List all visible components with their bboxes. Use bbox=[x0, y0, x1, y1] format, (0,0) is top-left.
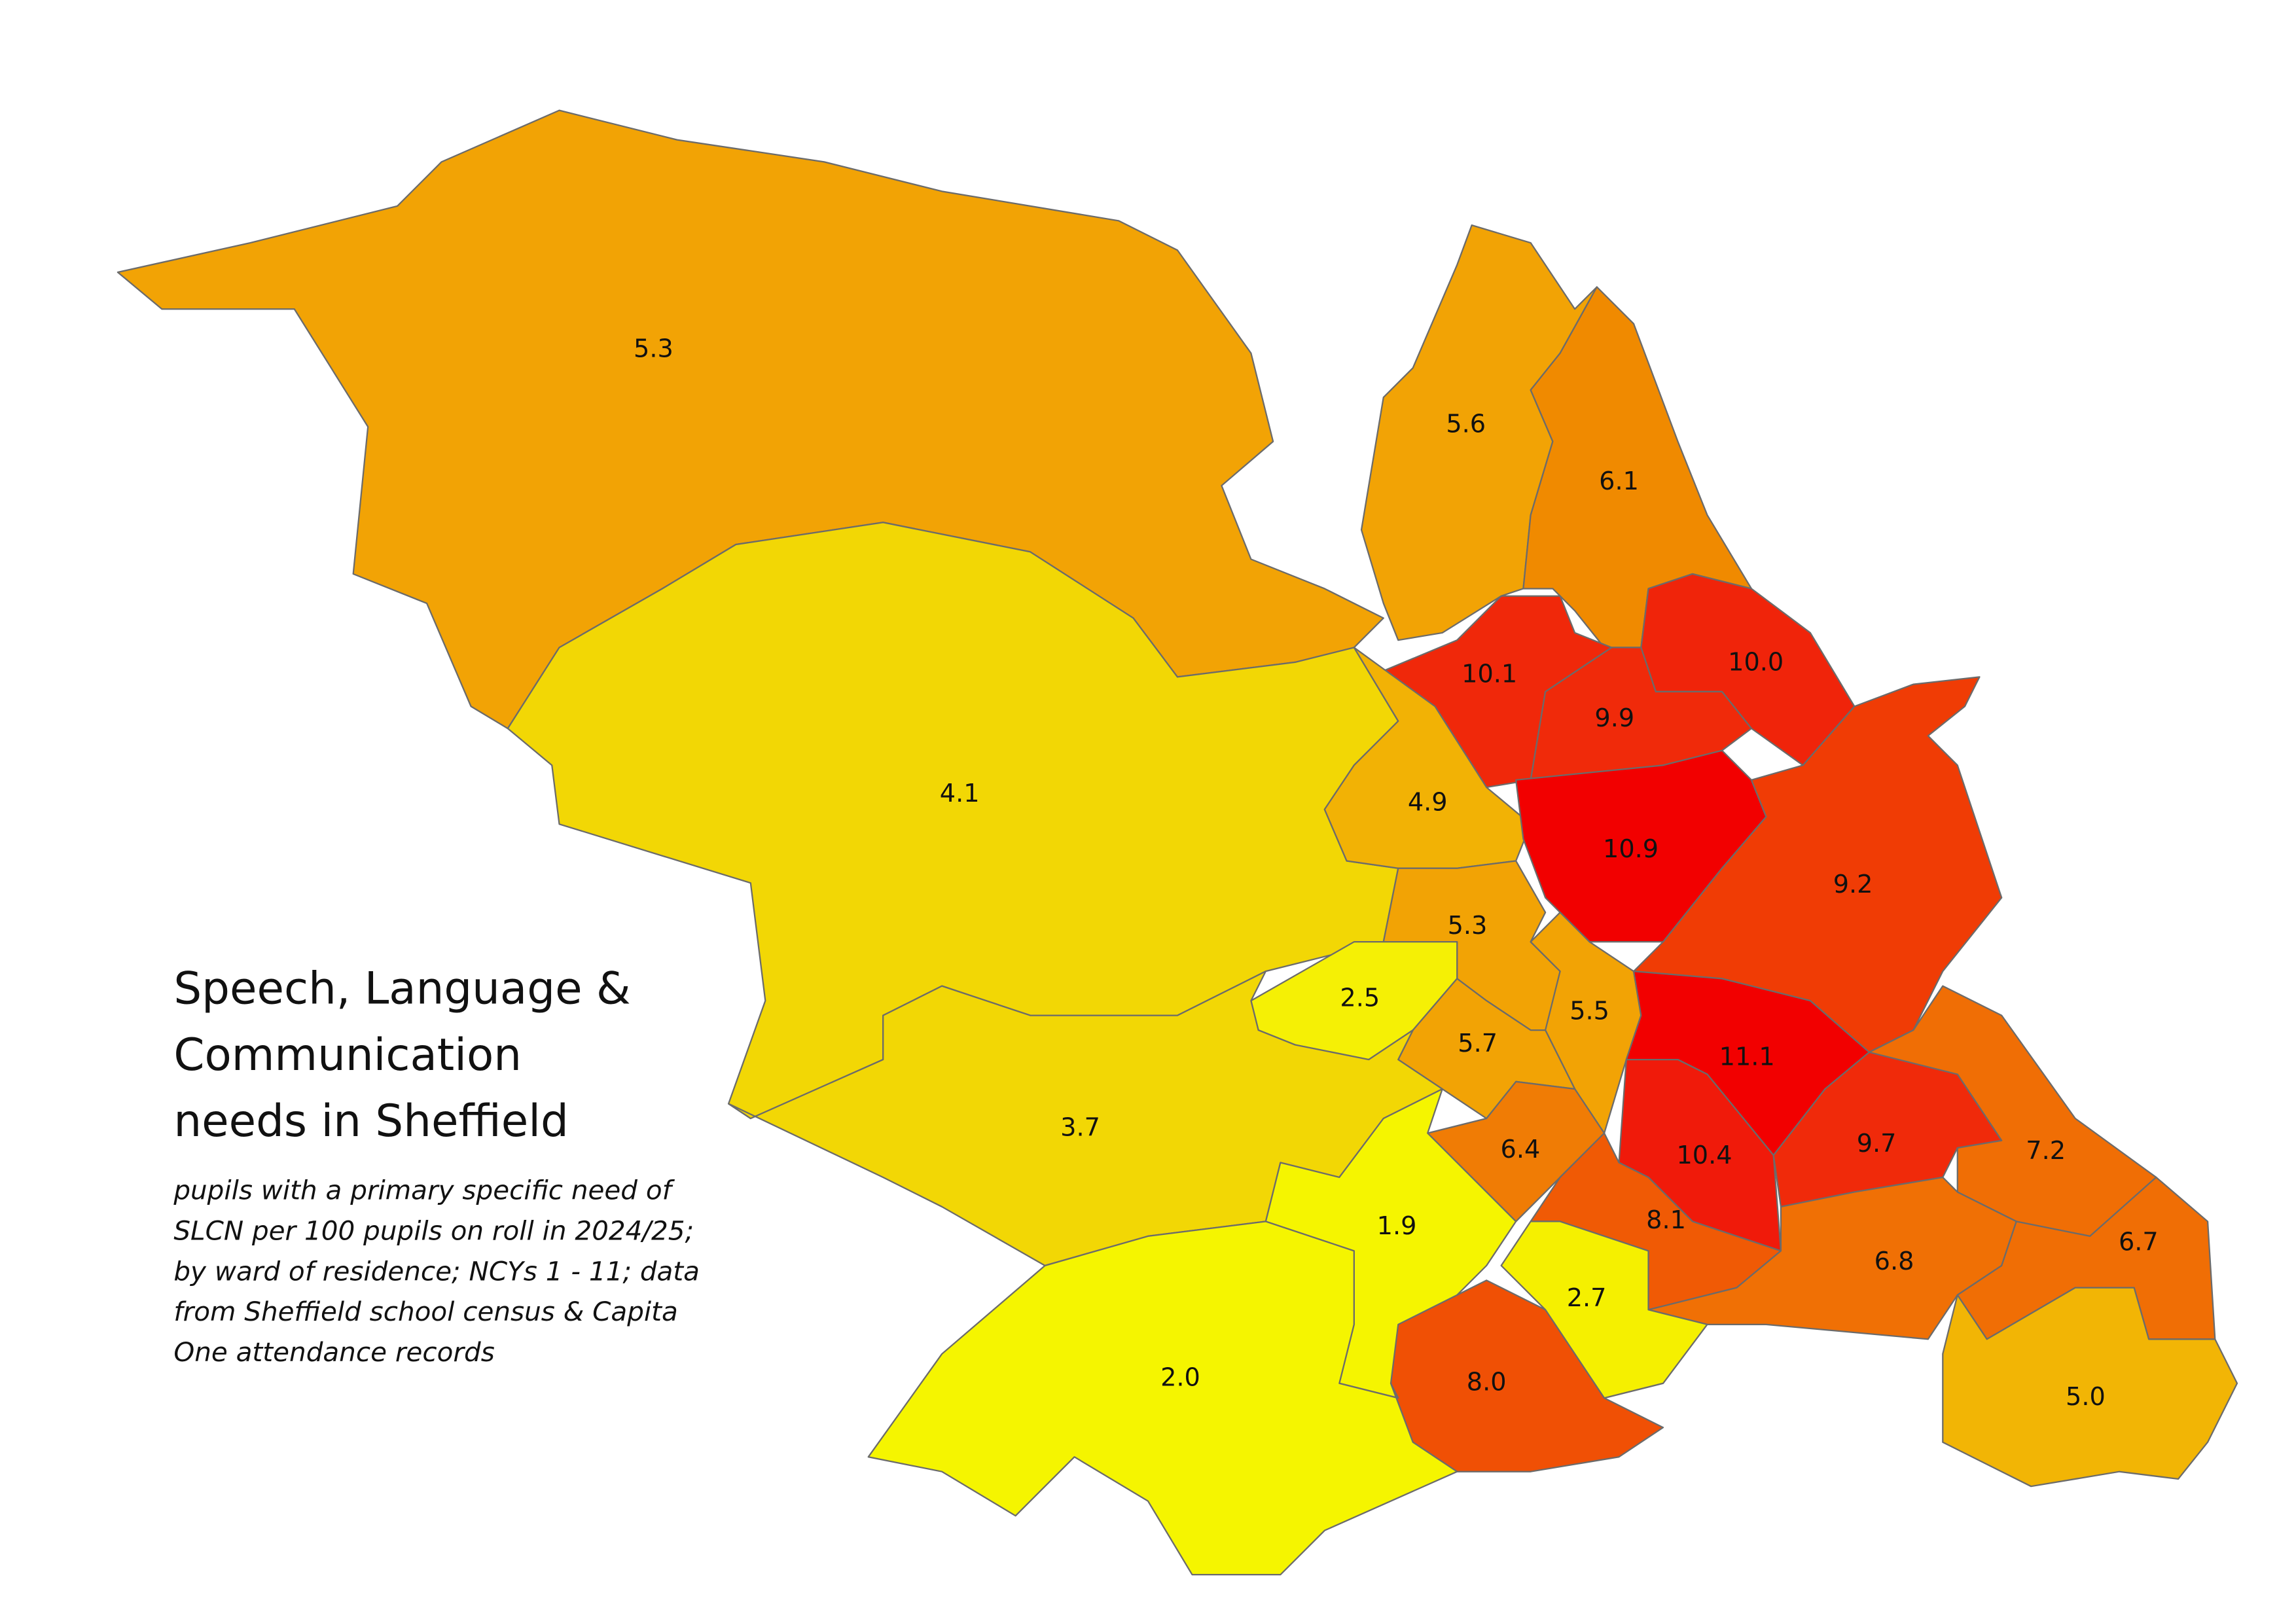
map-layer: 5.3 5.6 6.1 10.1 10.0 9.9 4.1 4.9 10.9 9.2 5.3 2.5 5… bbox=[117, 109, 2238, 1576]
ward-value: 1.9 bbox=[1377, 1212, 1417, 1241]
ward-value: 10.4 bbox=[1676, 1141, 1732, 1170]
ward-value: 5.3 bbox=[634, 335, 673, 364]
ward bbox=[1942, 1287, 2238, 1488]
ward-value: 8.1 bbox=[1646, 1206, 1686, 1235]
ward-value: 5.3 bbox=[1448, 912, 1488, 940]
ward-value: 10.1 bbox=[1462, 660, 1517, 689]
title-line: needs in Sheffield bbox=[173, 1095, 568, 1147]
ward bbox=[1632, 676, 2003, 1053]
ward-value: 2.7 bbox=[1567, 1284, 1607, 1313]
ward-value: 4.1 bbox=[940, 779, 980, 808]
ward-value: 2.5 bbox=[1340, 984, 1380, 1012]
ward bbox=[1647, 1176, 2017, 1340]
ward-value: 8.0 bbox=[1467, 1368, 1507, 1397]
ward-value: 7.2 bbox=[2026, 1137, 2066, 1166]
ward-value: 6.4 bbox=[1501, 1135, 1541, 1164]
subtitle-line: pupils with a primary specific need of bbox=[173, 1175, 675, 1206]
ward-value: 6.1 bbox=[1599, 467, 1639, 496]
ward-value: 11.1 bbox=[1719, 1043, 1775, 1071]
ward-value: 2.0 bbox=[1160, 1364, 1200, 1393]
ward-value: 9.7 bbox=[1857, 1130, 1897, 1158]
ward-value: 5.0 bbox=[2066, 1383, 2106, 1412]
ward-value: 5.5 bbox=[1570, 997, 1609, 1026]
title-line: Speech, Language & bbox=[173, 963, 630, 1014]
ward-value: 6.8 bbox=[1874, 1247, 1914, 1276]
subtitle-line: One attendance records bbox=[173, 1336, 494, 1368]
subtitle-line: by ward of residence; NCYs 1 - 11; data bbox=[173, 1255, 700, 1287]
ward bbox=[867, 1221, 1458, 1576]
ward-value: 3.7 bbox=[1060, 1113, 1100, 1142]
ward-value: 4.9 bbox=[1408, 788, 1448, 817]
title-line: Communication bbox=[173, 1029, 522, 1080]
subtitle-line: from Sheffield school census & Capita bbox=[173, 1296, 677, 1327]
ward-value: 5.6 bbox=[1446, 410, 1486, 438]
ward-value: 10.9 bbox=[1603, 835, 1659, 864]
ward-value: 6.7 bbox=[2119, 1228, 2159, 1257]
ward-labels: 5.3 5.6 6.1 10.1 10.0 9.9 4.1 4.9 10.9 9.2 5.3 2.5 5… bbox=[634, 335, 2159, 1412]
ward-value: 5.7 bbox=[1458, 1029, 1498, 1058]
ward-value: 9.9 bbox=[1594, 704, 1634, 733]
wards bbox=[117, 109, 2238, 1576]
ward-value: 10.0 bbox=[1728, 649, 1784, 677]
ward bbox=[1500, 1221, 1708, 1399]
ward-value: 9.2 bbox=[1833, 870, 1873, 899]
subtitle-line: SLCN per 100 pupils on roll in 2024/25; bbox=[173, 1215, 694, 1247]
